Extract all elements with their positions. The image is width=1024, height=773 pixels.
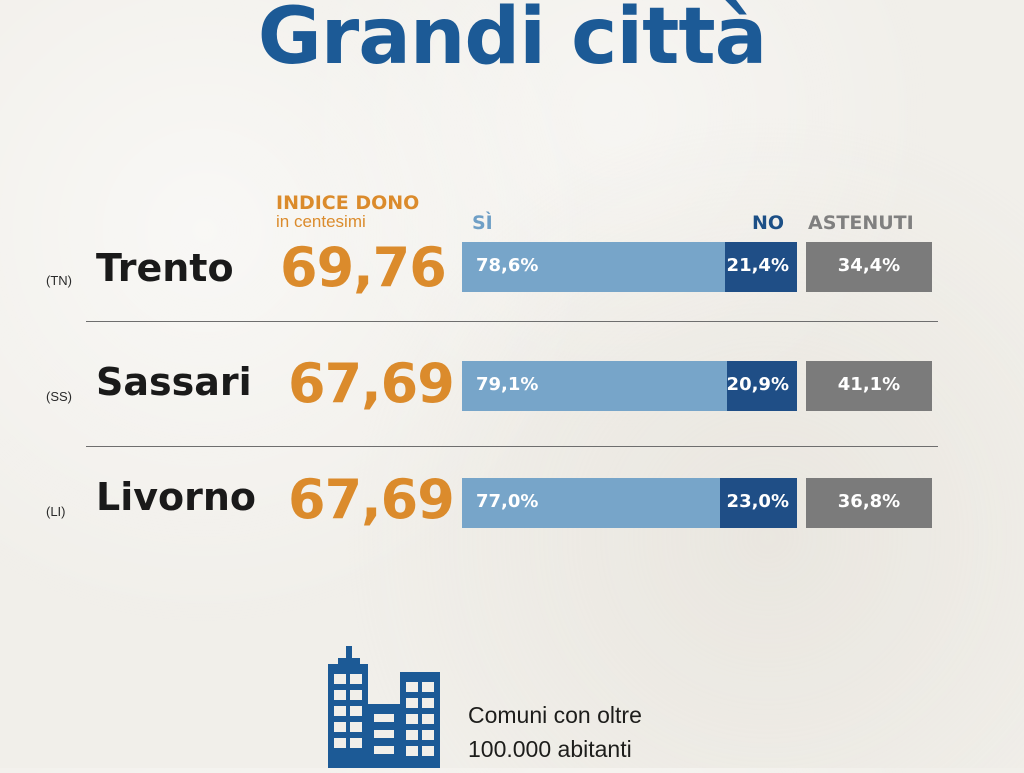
city-name: Trento <box>96 246 234 290</box>
si-bar-segment <box>462 361 727 411</box>
province-code: (TN) <box>46 273 72 288</box>
city-row: (TN) Trento 69,76 78,6% 21,4% 34,4% <box>0 220 1024 320</box>
index-header-label: INDICE DONO <box>276 192 420 214</box>
astenuti-header: ASTENUTI <box>808 212 914 234</box>
astenuti-bar: 34,4% <box>806 242 932 292</box>
footer-caption: Comuni con oltre 100.000 abitanti <box>468 698 642 766</box>
no-bar-segment <box>720 478 797 528</box>
astenuti-bar: 41,1% <box>806 361 932 411</box>
result-bar: 79,1% 20,9% <box>462 361 797 411</box>
row-divider <box>86 321 938 322</box>
astenuti-bar: 36,8% <box>806 478 932 528</box>
astenuti-value-label: 41,1% <box>837 374 901 395</box>
city-row: (LI) Livorno 67,69 77,0% 23,0% 36,8% <box>0 458 1024 558</box>
result-bar: 77,0% 23,0% <box>462 478 797 528</box>
si-bar-segment <box>462 478 720 528</box>
footer-line-2: 100.000 abitanti <box>468 736 632 762</box>
index-header: INDICE DONO in centesimi <box>276 192 419 232</box>
si-value-label: 77,0% <box>476 491 539 512</box>
no-value-label: 20,9% <box>726 374 789 395</box>
result-bar: 78,6% 21,4% <box>462 242 797 292</box>
footer-line-1: Comuni con oltre <box>468 702 642 728</box>
index-value: 67,69 <box>288 468 455 531</box>
province-code: (LI) <box>46 504 66 519</box>
province-code: (SS) <box>46 389 72 404</box>
index-value: 69,76 <box>280 236 447 299</box>
astenuti-value-label: 34,4% <box>837 255 901 276</box>
city-name: Sassari <box>96 360 252 404</box>
city-row: (SS) Sassari 67,69 79,1% 20,9% 41,1% <box>0 340 1024 440</box>
no-bar-segment <box>725 242 797 292</box>
no-value-label: 23,0% <box>726 491 789 512</box>
astenuti-value-label: 36,8% <box>837 491 901 512</box>
no-value-label: 21,4% <box>726 255 789 276</box>
si-bar-segment <box>462 242 725 292</box>
si-value-label: 79,1% <box>476 374 539 395</box>
no-bar-segment <box>727 361 797 411</box>
si-header: SÌ <box>472 212 493 234</box>
row-divider <box>86 446 938 447</box>
city-name: Livorno <box>96 475 257 519</box>
si-value-label: 78,6% <box>476 255 539 276</box>
index-value: 67,69 <box>288 352 455 415</box>
no-header: NO <box>752 212 785 234</box>
index-header-sublabel: in centesimi <box>276 212 366 231</box>
page-title: Grandi città <box>257 0 768 82</box>
buildings-icon <box>324 644 444 768</box>
